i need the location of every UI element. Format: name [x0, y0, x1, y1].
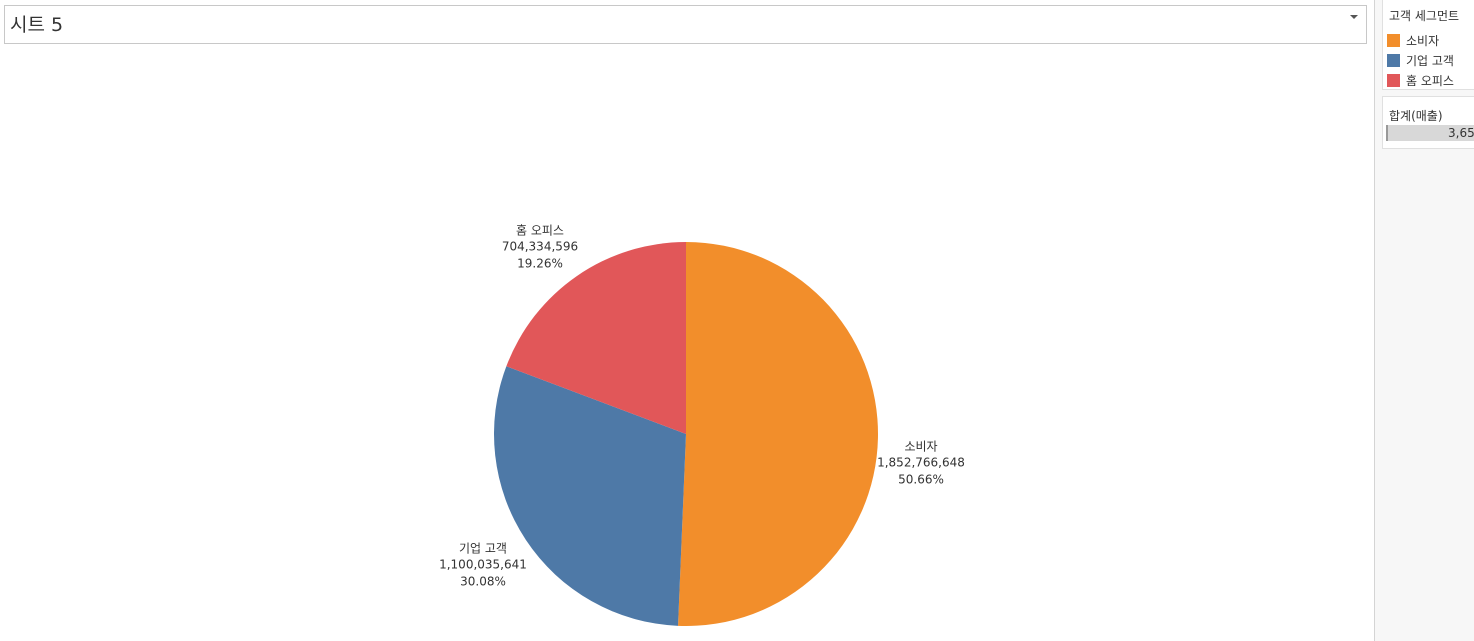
- pie-slice: [506, 242, 686, 434]
- legend-swatch: [1387, 34, 1400, 47]
- sheet-title: 시트 5: [10, 14, 64, 36]
- legend-title: 고객 세그먼트: [1389, 9, 1460, 23]
- sheet-title-box[interactable]: 시트 5: [4, 5, 1367, 44]
- slice-share: 30.08%: [460, 575, 506, 589]
- filter-value: 3,657,136,885: [1448, 126, 1474, 140]
- slice-value: 1,100,035,641: [439, 558, 527, 572]
- legend-item[interactable]: 홈 오피스: [1387, 72, 1454, 88]
- pie-slice: [494, 366, 686, 626]
- chart: 소비자 1,852,766,648 50.66% 기업 고객 1,100,035,641…: [439, 224, 965, 626]
- legend-label: 홈 오피스: [1406, 74, 1454, 88]
- legend-label: 기업 고객: [1406, 54, 1454, 68]
- slice-share: 19.26%: [517, 257, 563, 271]
- slice-category: 홈 오피스: [516, 224, 564, 238]
- legend-swatch: [1387, 54, 1400, 67]
- legend-swatch: [1387, 74, 1400, 87]
- slice-value: 1,852,766,648: [877, 456, 965, 470]
- slice-category: 소비자: [904, 440, 937, 454]
- slice-value: 704,334,596: [502, 240, 578, 254]
- legend-item[interactable]: 소비자: [1387, 32, 1440, 48]
- pie-slice: [678, 242, 879, 626]
- slice-share: 50.66%: [898, 473, 944, 487]
- slice-category: 기업 고객: [459, 542, 507, 556]
- filter-title: 합계(매출): [1389, 109, 1443, 123]
- filter: 합계(매출) 3,657,136,885: [1382, 96, 1474, 149]
- legend-item[interactable]: 기업 고객: [1387, 52, 1454, 68]
- legend-label: 소비자: [1406, 34, 1440, 48]
- dropdown-arrow[interactable]: [1350, 15, 1358, 19]
- filter-slider[interactable]: 3,657,136,885: [1386, 125, 1474, 141]
